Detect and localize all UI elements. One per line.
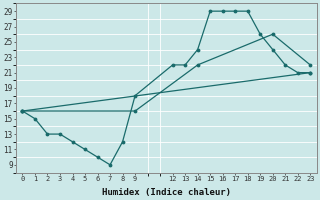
X-axis label: Humidex (Indice chaleur): Humidex (Indice chaleur) <box>102 188 231 197</box>
